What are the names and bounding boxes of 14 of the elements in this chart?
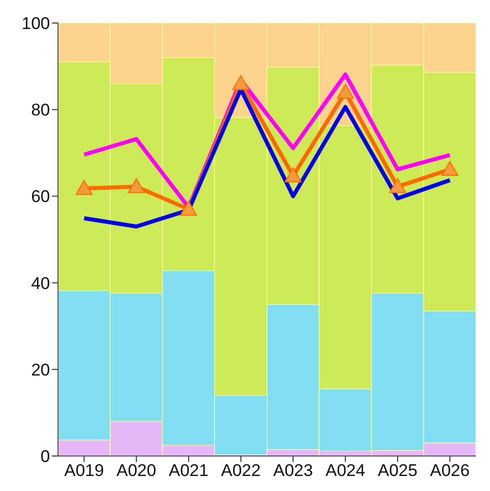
x-tick-label: A022 xyxy=(221,461,261,480)
x-tick-label: A024 xyxy=(326,461,366,480)
x-tick-label: A023 xyxy=(273,461,313,480)
y-tick-label: 40 xyxy=(31,274,50,293)
x-tick-label: A021 xyxy=(168,461,208,480)
y-tick-label: 80 xyxy=(31,100,50,120)
x-tick-label: A020 xyxy=(116,461,156,480)
y-tick-label: 60 xyxy=(31,187,50,206)
y-tick-label: 100 xyxy=(22,14,50,34)
y-tick-label: 20 xyxy=(31,360,50,380)
x-tick-label: A025 xyxy=(378,461,418,480)
x-tick-label: A019 xyxy=(64,461,104,480)
x-tick-label: A026 xyxy=(430,461,470,480)
y-tick-label: 0 xyxy=(40,447,50,466)
